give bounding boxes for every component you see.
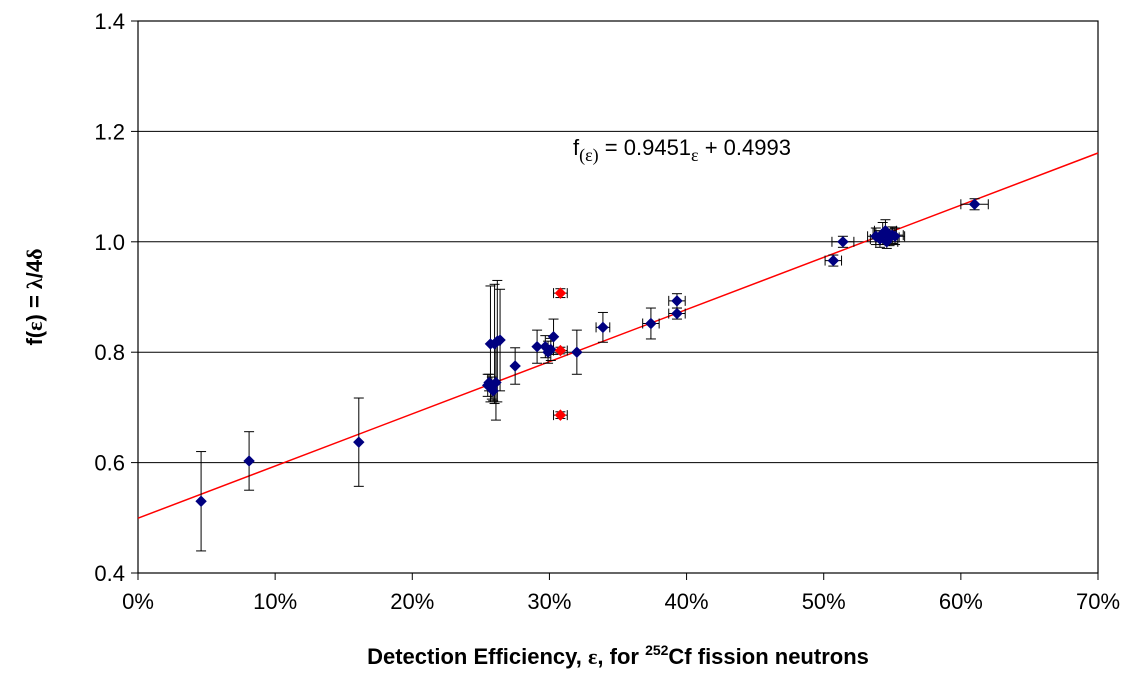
data-point-marker bbox=[531, 340, 543, 353]
data-point-marker bbox=[837, 236, 849, 248]
y-tick-label: 0.4 bbox=[94, 561, 125, 586]
error-bars bbox=[196, 198, 989, 552]
data-point-marker bbox=[571, 346, 583, 358]
data-point-marker bbox=[545, 343, 557, 356]
x-tick-label: 20% bbox=[390, 589, 434, 614]
fit-line bbox=[137, 152, 1099, 519]
data-point-marker bbox=[243, 455, 255, 467]
data-point-marker bbox=[487, 385, 499, 397]
data-point-marker bbox=[645, 317, 657, 330]
plot-area-frame bbox=[137, 20, 1099, 574]
x-tick-label: 40% bbox=[665, 589, 709, 614]
data-point-marker bbox=[827, 254, 840, 267]
data-point-marker bbox=[509, 360, 521, 372]
data-point-marker bbox=[968, 198, 981, 210]
y-tick-label: 1.4 bbox=[94, 9, 125, 34]
x-tick-label: 70% bbox=[1076, 589, 1120, 614]
x-tick-label: 30% bbox=[527, 589, 571, 614]
data-point-marker bbox=[554, 409, 567, 421]
x-axis-ticks: 0% 10% 20% 30% 40% 50% 60% 70% bbox=[122, 573, 1120, 614]
y-tick-label: 0.8 bbox=[94, 340, 125, 365]
y-axis-ticks: 0.4 0.6 0.8 1.0 1.2 1.4 bbox=[94, 9, 138, 586]
gridlines bbox=[138, 130, 1098, 464]
data-point-marker bbox=[353, 436, 365, 448]
x-tick-label: 60% bbox=[939, 589, 983, 614]
x-tick-label: 10% bbox=[253, 589, 297, 614]
y-axis-title: f(ε) = λ/4δ bbox=[22, 248, 47, 345]
data-point-marker bbox=[547, 331, 560, 343]
data-point-marker bbox=[597, 321, 609, 334]
y-tick-label: 1.2 bbox=[94, 119, 125, 144]
y-tick-label: 0.6 bbox=[94, 451, 125, 476]
x-tick-label: 0% bbox=[122, 589, 154, 614]
x-axis-title: Detection Efficiency, ε, for 252Cf fissi… bbox=[367, 642, 869, 669]
x-tick-label: 50% bbox=[802, 589, 846, 614]
y-tick-label: 1.0 bbox=[94, 230, 125, 255]
fit-equation: f(ε) = 0.9451ε + 0.4993 bbox=[573, 135, 791, 166]
data-point-marker bbox=[554, 344, 567, 357]
data-point-marker bbox=[879, 225, 892, 237]
data-point-marker bbox=[494, 334, 506, 346]
data-point-marker bbox=[671, 307, 683, 320]
data-point-marker bbox=[889, 230, 901, 242]
data-point-marker bbox=[671, 295, 683, 307]
data-point-marker bbox=[490, 376, 502, 389]
data-points bbox=[195, 198, 981, 507]
data-point-marker bbox=[195, 495, 207, 507]
data-point-marker bbox=[554, 287, 567, 299]
